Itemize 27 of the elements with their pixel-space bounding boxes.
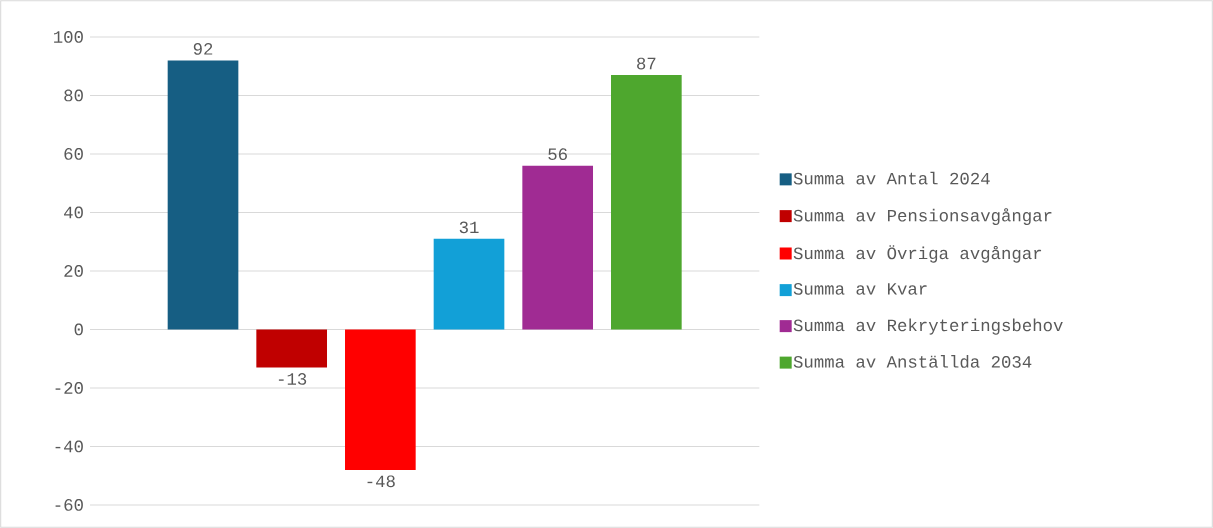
y-tick-label: 100 [54,31,83,43]
y-tick-label: 0 [74,323,83,336]
legend-label: Summa av Antal 2024 [793,171,990,185]
legend-label: Summa av Kvar [793,283,927,295]
data-label: 31 [459,221,479,234]
legend-label: Summa av Övriga avgångar [793,245,1042,263]
y-tick-label: 60 [64,148,83,160]
bar [433,238,505,330]
data-label: -48 [367,475,395,488]
y-tick-label: -60 [55,499,83,511]
legend-label: Summa av Pensionsavgångar [793,208,1052,225]
y-tick-label: 80 [64,89,83,102]
y-tick-label: 20 [64,265,83,277]
data-label: -13 [278,373,307,385]
bar [167,60,239,330]
bar [345,329,416,470]
data-label: 92 [193,43,213,55]
bar [522,165,594,330]
y-tick-label: -20 [55,382,83,394]
data-label: 56 [548,148,567,161]
legend-label: Summa av Anställda 2034 [793,355,1032,368]
y-tick-label: 40 [64,206,83,219]
bar [256,329,328,368]
legend-label: Summa av Rekryteringsbehov [793,318,1063,335]
data-label: 87 [637,57,656,70]
bar [611,75,682,330]
y-tick-label: -40 [55,440,83,453]
